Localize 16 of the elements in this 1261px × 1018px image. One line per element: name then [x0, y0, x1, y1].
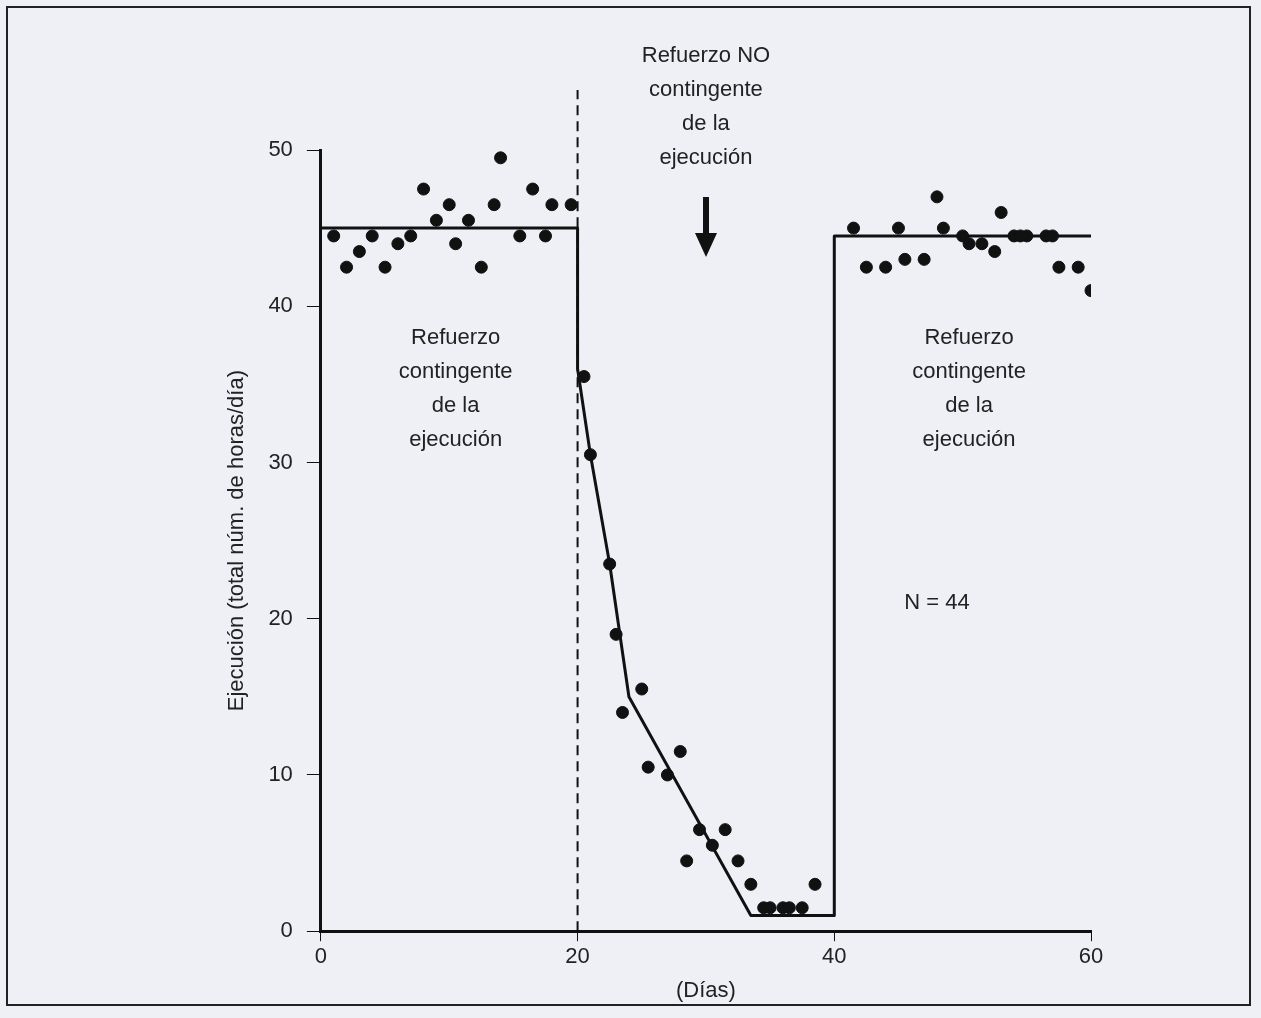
- x-tick-label: 60: [1078, 943, 1104, 969]
- annotation: Refuerzo contingente de la ejecución: [398, 323, 513, 451]
- x-tick-label: 40: [822, 943, 847, 969]
- annotation: N = 44: [904, 589, 970, 615]
- y-axis-title: Ejecución (total núm. de horas/día): [223, 370, 249, 712]
- annotation: Refuerzo contingente de la ejecución: [912, 323, 1026, 451]
- y-tick-label: 10: [268, 761, 293, 787]
- y-tick-label: 0: [280, 917, 293, 943]
- y-tick-label: 20: [268, 604, 293, 630]
- x-tick-label: 20: [565, 943, 590, 969]
- x-tick-label: 0: [314, 943, 327, 969]
- y-tick-label: 40: [268, 292, 293, 318]
- annotation: Refuerzo NO contingente de la ejecución: [641, 42, 771, 170]
- x-axis-title: (Días): [675, 976, 736, 1002]
- y-tick-label: 30: [268, 448, 293, 474]
- y-tick-label: 50: [268, 136, 293, 162]
